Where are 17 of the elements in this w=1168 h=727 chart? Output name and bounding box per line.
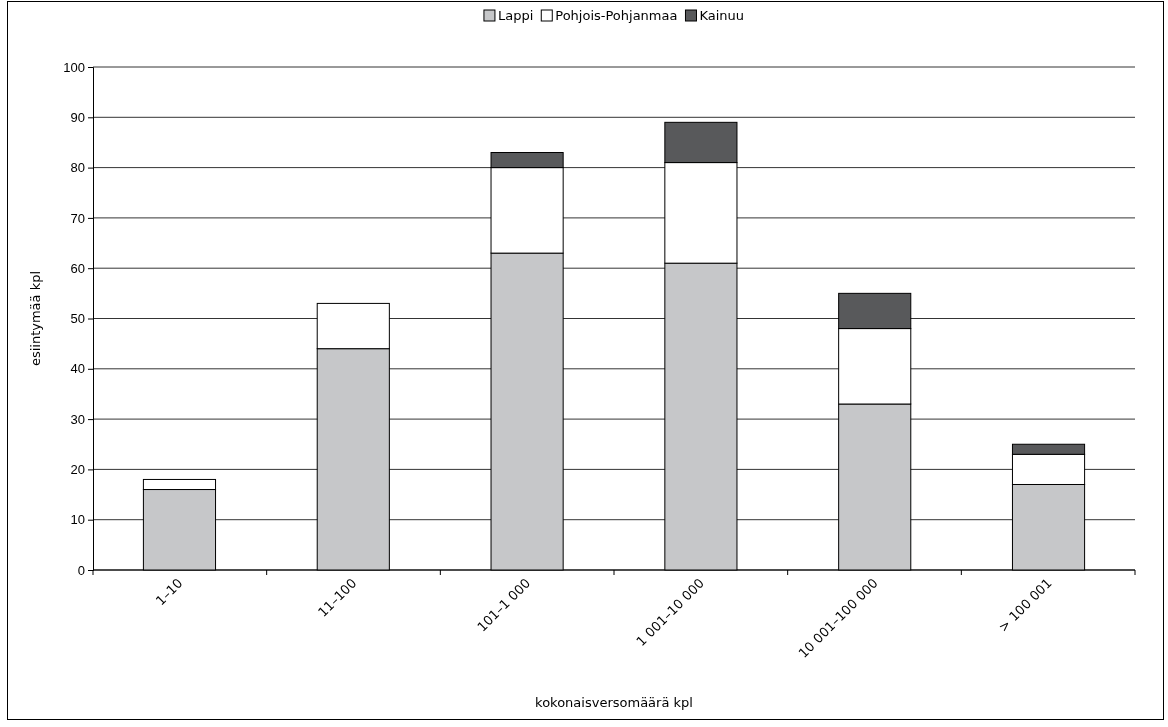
y-tick-label: 10: [70, 512, 85, 528]
y-tick-label: 60: [70, 260, 85, 276]
y-tick-label: 40: [70, 361, 85, 377]
legend-label: Lappi: [497, 8, 534, 23]
y-tick-label: 90: [70, 109, 85, 125]
y-tick-label: 20: [70, 462, 85, 478]
x-axis-title: kokonaisversomäärä kpl: [535, 695, 693, 710]
y-tick-label: 70: [70, 210, 85, 226]
legend-label: Kainuu: [699, 8, 745, 23]
y-tick-label: 50: [70, 311, 85, 327]
y-tick-label: 30: [70, 411, 85, 427]
x-tick-label: > 100 001: [995, 575, 1055, 635]
y-axis-title: esiintymää kpl: [28, 270, 43, 367]
y-tick-label: 80: [70, 160, 85, 176]
legend-label: Pohjois-Pohjanmaa: [555, 8, 678, 23]
y-tick-label: 0: [77, 562, 85, 578]
y-tick-label: 100: [63, 59, 85, 75]
